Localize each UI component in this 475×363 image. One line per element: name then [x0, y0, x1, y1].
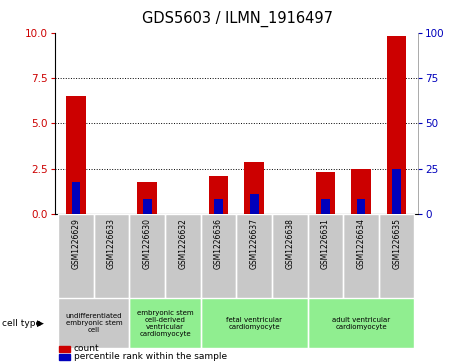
Bar — [387, 36, 407, 214]
Text: percentile rank within the sample: percentile rank within the sample — [74, 352, 227, 361]
Bar — [129, 214, 165, 298]
Bar — [244, 162, 264, 214]
Bar — [201, 298, 308, 348]
Bar — [201, 298, 308, 348]
Bar — [351, 169, 371, 214]
Text: adult ventricular
cardiomyocyte: adult ventricular cardiomyocyte — [332, 317, 390, 330]
Bar — [343, 214, 379, 298]
Bar — [94, 214, 129, 298]
Text: undifferentiated
embryonic stem
cell: undifferentiated embryonic stem cell — [66, 313, 122, 333]
Bar — [379, 214, 414, 298]
Bar — [129, 214, 165, 298]
Text: GSM1226630: GSM1226630 — [143, 219, 152, 269]
Bar — [343, 214, 379, 298]
Bar — [237, 214, 272, 298]
Bar — [58, 298, 129, 348]
Bar — [209, 176, 228, 214]
Bar — [250, 194, 258, 214]
Bar — [129, 298, 200, 348]
Bar — [321, 199, 330, 214]
Bar — [201, 214, 237, 298]
Bar — [308, 214, 343, 298]
Bar — [272, 214, 308, 298]
Bar — [72, 182, 80, 214]
Text: GSM1226629: GSM1226629 — [72, 219, 80, 269]
Text: embryonic stem
cell-derived
ventricular
cardiomyocyte: embryonic stem cell-derived ventricular … — [137, 310, 193, 337]
Bar — [129, 298, 200, 348]
Bar — [94, 214, 129, 298]
Bar — [165, 214, 200, 298]
Text: fetal ventricular
cardiomyocyte: fetal ventricular cardiomyocyte — [226, 317, 282, 330]
Text: GSM1226632: GSM1226632 — [179, 219, 187, 269]
Bar — [58, 214, 94, 298]
Text: GSM1226637: GSM1226637 — [250, 219, 258, 269]
Bar — [165, 214, 200, 298]
Bar — [137, 182, 157, 214]
Bar — [66, 96, 86, 214]
Bar — [392, 169, 401, 214]
Text: GDS5603 / ILMN_1916497: GDS5603 / ILMN_1916497 — [142, 11, 333, 27]
Bar — [214, 199, 223, 214]
Bar — [308, 214, 343, 298]
Bar — [308, 298, 415, 348]
Bar — [379, 214, 414, 298]
Text: ▶: ▶ — [37, 319, 43, 327]
Bar — [357, 199, 365, 214]
Text: GSM1226631: GSM1226631 — [321, 219, 330, 269]
Text: cell type: cell type — [2, 319, 41, 327]
Text: GSM1226634: GSM1226634 — [357, 219, 365, 269]
Bar — [315, 172, 335, 214]
Bar — [58, 214, 94, 298]
Bar — [58, 298, 129, 348]
Bar — [237, 214, 272, 298]
Bar — [272, 214, 308, 298]
Text: GSM1226636: GSM1226636 — [214, 219, 223, 269]
Bar — [308, 298, 415, 348]
Text: GSM1226638: GSM1226638 — [285, 219, 294, 269]
Text: GSM1226635: GSM1226635 — [392, 219, 401, 269]
Bar — [201, 214, 237, 298]
Text: GSM1226633: GSM1226633 — [107, 219, 116, 269]
Text: count: count — [74, 344, 99, 353]
Bar — [143, 199, 152, 214]
